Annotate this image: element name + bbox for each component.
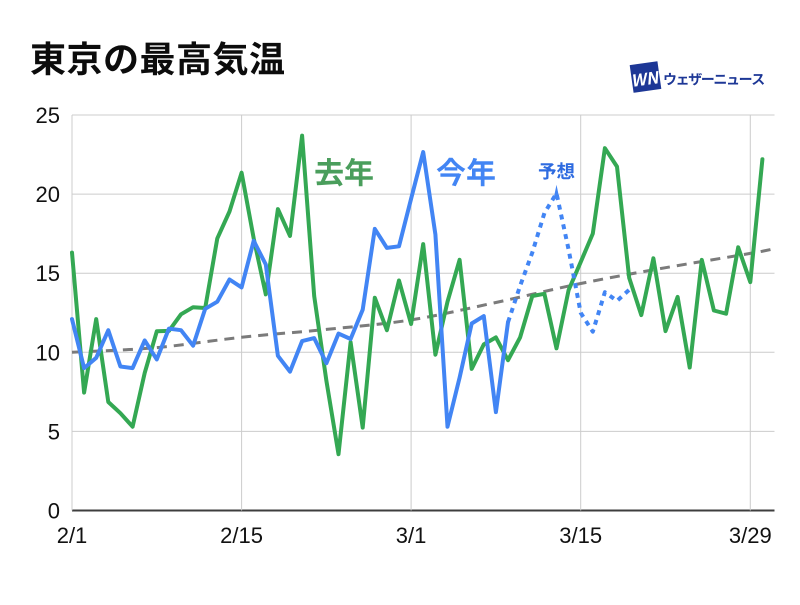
svg-text:3/15: 3/15 [559, 523, 602, 548]
svg-text:25: 25 [36, 103, 60, 128]
svg-text:3/29: 3/29 [729, 523, 772, 548]
svg-text:3/1: 3/1 [396, 523, 427, 548]
svg-text:2/15: 2/15 [220, 523, 263, 548]
svg-text:2/1: 2/1 [57, 523, 88, 548]
svg-text:10: 10 [36, 340, 60, 365]
svg-text:20: 20 [36, 182, 60, 207]
svg-text:5: 5 [48, 419, 60, 444]
svg-text:15: 15 [36, 261, 60, 286]
svg-text:0: 0 [48, 499, 60, 524]
